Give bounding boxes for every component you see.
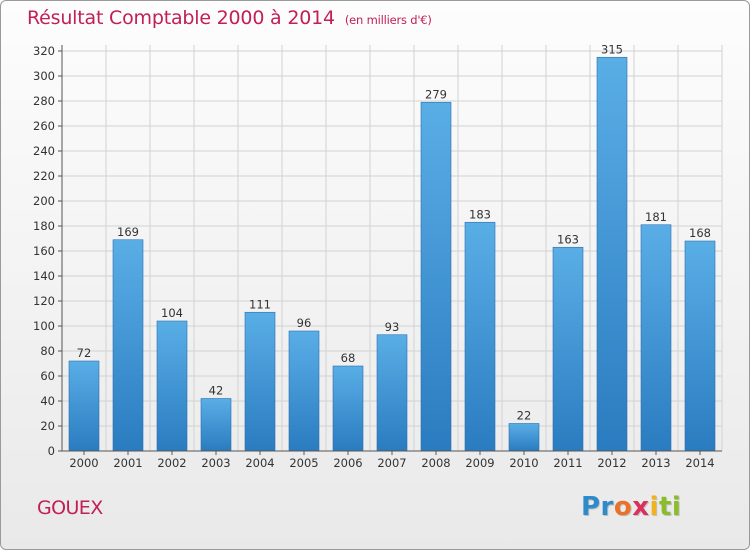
- logo-part: i: [649, 492, 659, 522]
- y-tick-label: 260: [33, 119, 55, 133]
- bar: [464, 221, 496, 452]
- bar: [332, 365, 364, 452]
- labels: 0 20 40 60 80 100 120 140 160 180 200 220 240 260 280 3…: [33, 42, 715, 470]
- bar-value-label: 168: [689, 226, 711, 240]
- bar-value-label: 163: [557, 232, 579, 246]
- bar-value-label: 279: [425, 87, 447, 101]
- bar: [420, 101, 452, 452]
- bar-value-label: 181: [645, 210, 667, 224]
- logo-part: ti: [658, 492, 682, 522]
- logo-part: Pr: [581, 492, 614, 522]
- x-tick-label: 2005: [289, 456, 318, 470]
- y-tick-label: 60: [40, 369, 55, 383]
- y-tick-label: 100: [33, 319, 55, 333]
- logo-part: x: [632, 492, 650, 522]
- chart-title-text: Résultat Comptable 2000 à 2014: [27, 7, 335, 29]
- y-tick-label: 240: [33, 144, 55, 158]
- x-tick-label: 2002: [157, 456, 186, 470]
- y-tick-label: 320: [33, 44, 55, 58]
- x-tick-label: 2009: [465, 456, 494, 470]
- y-tick-label: 0: [48, 444, 55, 458]
- y-tick-label: 280: [33, 94, 55, 108]
- logo-part: o: [613, 492, 633, 522]
- bar-value-label: 169: [117, 225, 139, 239]
- x-tick-label: 2006: [333, 456, 362, 470]
- place-name: GOUEX: [37, 497, 103, 519]
- bar: [288, 330, 320, 452]
- bar-value-label: 111: [249, 297, 271, 311]
- bar: [552, 246, 584, 452]
- bars: [68, 56, 716, 452]
- bar: [244, 311, 276, 452]
- y-tick-label: 200: [33, 194, 55, 208]
- y-tick-label: 140: [33, 269, 55, 283]
- bar: [68, 360, 100, 452]
- x-tick-label: 2012: [597, 456, 626, 470]
- x-tick-label: 2003: [201, 456, 230, 470]
- bar-value-label: 93: [385, 320, 400, 334]
- x-tick-label: 2010: [509, 456, 538, 470]
- y-tick-label: 120: [33, 294, 55, 308]
- y-tick-label: 40: [40, 394, 55, 408]
- x-tick-label: 2013: [641, 456, 670, 470]
- axes: [58, 45, 722, 455]
- y-tick-label: 160: [33, 244, 55, 258]
- bar-value-label: 22: [517, 409, 532, 423]
- bar: [156, 320, 188, 452]
- bar-value-label: 104: [161, 306, 183, 320]
- y-tick-label: 220: [33, 169, 55, 183]
- x-tick-label: 2007: [377, 456, 406, 470]
- chart-title: Résultat Comptable 2000 à 2014 (en millie…: [27, 7, 432, 29]
- proxiti-logo: Proxiti: [581, 492, 681, 522]
- y-tick-label: 20: [40, 419, 55, 433]
- bar-value-label: 183: [469, 207, 491, 221]
- x-tick-label: 2000: [69, 456, 98, 470]
- x-tick-label: 2011: [553, 456, 582, 470]
- bar: [596, 56, 628, 452]
- x-tick-label: 2014: [685, 456, 714, 470]
- y-tick-label: 300: [33, 69, 55, 83]
- y-tick-label: 180: [33, 219, 55, 233]
- bar: [112, 239, 144, 452]
- bar-value-label: 68: [341, 351, 356, 365]
- bar: [508, 423, 540, 452]
- bar: [684, 240, 716, 452]
- chart-subtitle: (en milliers d'€): [344, 13, 432, 27]
- bar-value-label: 42: [209, 384, 224, 398]
- x-tick-label: 2008: [421, 456, 450, 470]
- x-tick-label: 2001: [113, 456, 142, 470]
- bar: [376, 334, 408, 452]
- bar: [640, 224, 672, 452]
- y-tick-label: 80: [40, 344, 55, 358]
- bar-value-label: 72: [77, 346, 92, 360]
- bar: [200, 398, 232, 452]
- bar-value-label: 96: [297, 316, 312, 330]
- bar-value-label: 315: [601, 42, 623, 56]
- x-tick-label: 2004: [245, 456, 274, 470]
